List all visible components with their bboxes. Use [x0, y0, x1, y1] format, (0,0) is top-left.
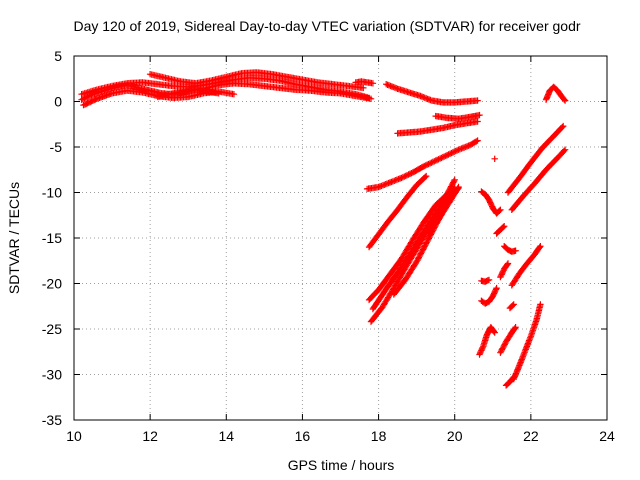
y-tick-label: -20	[42, 276, 62, 292]
tick-labels: 10 12 14 16 18 20 22 24 5 0 -5 -10 -15 -20 -25 -30 -35	[42, 48, 615, 444]
series-markers	[504, 122, 567, 196]
series-markers	[493, 223, 508, 237]
y-tick-label: -30	[42, 367, 62, 383]
series-markers	[432, 111, 483, 122]
chart-title: Day 120 of 2019, Sidereal Day-to-day VTE…	[73, 18, 580, 34]
gridlines	[74, 56, 607, 420]
series-markers	[478, 284, 500, 307]
series-arc-w	[497, 260, 512, 281]
series-markers	[506, 301, 517, 312]
series-markers	[383, 81, 481, 106]
series-arc-r	[491, 155, 498, 162]
series-arc-q	[478, 188, 504, 217]
series-markers	[424, 183, 462, 237]
series-markers	[491, 155, 498, 162]
series-arc-j	[363, 137, 481, 193]
plot-frame	[73, 55, 608, 421]
data-points	[78, 69, 569, 389]
series-markers	[542, 83, 569, 104]
series-arc-k	[365, 172, 430, 251]
series-arc-t	[478, 276, 493, 285]
series-markers	[363, 137, 481, 193]
series-arc-ac	[508, 243, 544, 289]
y-tick-label: -10	[42, 185, 62, 201]
y-tick-label: 5	[54, 48, 62, 64]
series-arc-p	[424, 183, 462, 237]
series-arc-u	[478, 284, 500, 307]
series-markers	[369, 176, 458, 313]
series-markers	[154, 80, 375, 102]
series-arc-n	[369, 176, 458, 313]
series-markers	[146, 69, 367, 92]
series-markers	[501, 243, 519, 255]
x-tick-label: 22	[523, 428, 539, 444]
series-arc-e	[154, 80, 375, 102]
series-arc-v	[476, 324, 498, 358]
series-arc-s	[493, 223, 508, 237]
x-tick-label: 16	[295, 428, 311, 444]
series-arc-af	[542, 83, 569, 104]
series-arc-aa	[504, 122, 567, 196]
series-markers	[497, 324, 519, 356]
x-axis-label: GPS time / hours	[288, 457, 395, 473]
series-markers	[497, 260, 512, 281]
series-arc-i	[394, 118, 481, 137]
series-markers	[510, 301, 544, 383]
series-markers	[476, 324, 498, 358]
series-markers	[352, 78, 377, 87]
series-arc-g	[383, 81, 481, 106]
series-arc-d	[146, 69, 367, 92]
y-tick-label: -25	[42, 321, 62, 337]
series-markers	[502, 374, 517, 389]
series-markers	[508, 146, 569, 213]
x-tick-label: 18	[371, 428, 387, 444]
series-markers	[478, 188, 504, 217]
series-arc-h	[432, 111, 483, 122]
y-axis-label: SDTVAR / TECUs	[6, 182, 22, 294]
y-tick-label: -15	[42, 230, 62, 246]
series-markers	[508, 243, 544, 289]
y-tick-label: -35	[42, 412, 62, 428]
x-tick-label: 14	[218, 428, 234, 444]
series-arc-ae	[502, 374, 517, 389]
series-arc-y	[497, 324, 519, 356]
x-tick-label: 12	[142, 428, 158, 444]
y-tick-label: -5	[50, 139, 63, 155]
series-markers	[478, 276, 493, 285]
series-arc-f	[352, 78, 377, 87]
series-markers	[394, 118, 481, 137]
series-arc-ab	[508, 146, 569, 213]
series-arc-z	[506, 301, 517, 312]
series-markers	[365, 172, 430, 251]
x-tick-label: 20	[447, 428, 463, 444]
y-tick-label: 0	[54, 94, 62, 110]
x-tick-label: 10	[66, 428, 82, 444]
x-tick-label: 24	[599, 428, 615, 444]
series-arc-x	[501, 243, 519, 255]
series-arc-ad	[510, 301, 544, 383]
axis-ticks	[73, 55, 608, 421]
